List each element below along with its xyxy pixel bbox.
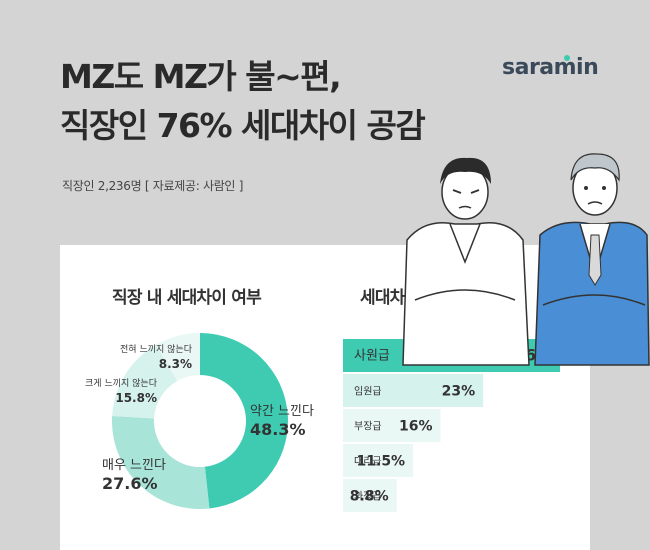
senior-worker-figure	[534, 153, 650, 366]
donut-slice	[156, 333, 200, 382]
bar	[343, 409, 441, 442]
donut-slice	[112, 344, 178, 419]
logo-text: saramin	[502, 55, 599, 80]
donut-slice-label: 전혀 느끼지 않는다	[120, 344, 193, 355]
bar-value-label: 11.5%	[357, 454, 406, 470]
bar	[343, 444, 414, 477]
bar-category-label: 부장급	[354, 421, 382, 433]
title-line-1: MZ도 MZ가 불~편,	[60, 57, 342, 96]
bar	[343, 374, 484, 407]
donut-chart-title: 직장 내 세대차이 여부	[112, 288, 262, 308]
bar-value-label: 16%	[399, 419, 433, 435]
bar-category-label: 대리급	[354, 456, 382, 468]
donut-slice-value: 15.8%	[115, 391, 157, 405]
title-line-2: 직장인 76% 세대차이 공감	[60, 106, 426, 145]
donut-slice-value: 27.6%	[102, 474, 158, 493]
bar-category-label: 과장급	[354, 491, 382, 503]
bar-value-label: 8.8%	[350, 489, 389, 505]
donut-slice-value: 48.3%	[250, 420, 306, 439]
donut-slice	[200, 333, 289, 509]
saramin-logo: saramin	[502, 55, 599, 80]
donut-slice-label: 약간 느낀다	[250, 404, 314, 419]
donut-slice-label: 매우 느낀다	[102, 458, 166, 473]
young-worker-figure	[402, 157, 530, 366]
bar-category-label: 사원급	[354, 349, 390, 364]
office-workers-illustration	[402, 153, 650, 366]
donut-slice-value: 8.3%	[159, 357, 192, 371]
logo-dot	[564, 55, 570, 61]
page-title: MZ도 MZ가 불~편, 직장인 76% 세대차이 공감	[60, 52, 426, 150]
bar-value-label: 23%	[442, 384, 476, 400]
bar	[343, 479, 397, 512]
source-note: 직장인 2,236명 [ 자료제공: 사람인 ]	[62, 179, 244, 193]
donut-slice-label: 크게 느끼지 않는다	[85, 378, 158, 389]
bar-category-label: 임원급	[354, 385, 382, 398]
donut-slice	[112, 416, 210, 509]
